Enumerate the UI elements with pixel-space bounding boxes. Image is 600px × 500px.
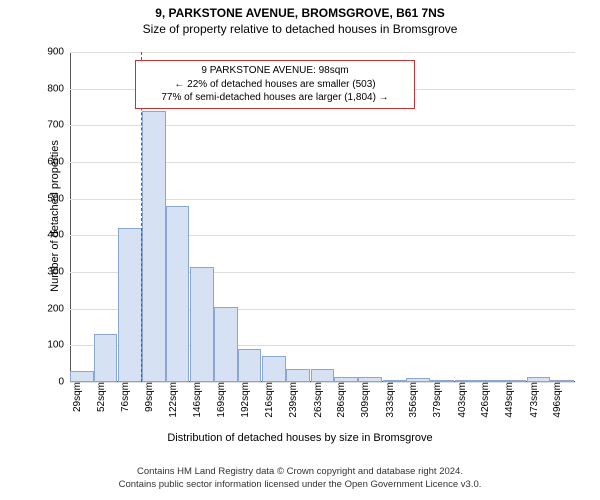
y-tick-label: 0 bbox=[58, 377, 70, 388]
x-tick-label: 449sqm bbox=[502, 382, 515, 418]
x-axis-label: Distribution of detached houses by size … bbox=[0, 432, 600, 444]
histogram-bar bbox=[94, 334, 118, 382]
histogram-bar bbox=[166, 206, 190, 382]
x-tick-label: 122sqm bbox=[166, 382, 179, 418]
histogram-bar bbox=[286, 369, 310, 382]
x-tick-label: 379sqm bbox=[430, 382, 443, 418]
histogram-bar bbox=[262, 356, 286, 382]
x-tick-label: 239sqm bbox=[286, 382, 299, 418]
page-subtitle: Size of property relative to detached ho… bbox=[0, 20, 600, 36]
annotation-line: 9 PARKSTONE AVENUE: 98sqm bbox=[139, 64, 411, 78]
x-tick-label: 192sqm bbox=[238, 382, 251, 418]
x-tick-label: 52sqm bbox=[94, 382, 107, 412]
histogram-plot: 010020030040050060070080090029sqm52sqm76… bbox=[70, 52, 575, 382]
x-tick-label: 263sqm bbox=[311, 382, 324, 418]
page-title: 9, PARKSTONE AVENUE, BROMSGROVE, B61 7NS bbox=[0, 0, 600, 20]
x-tick-label: 216sqm bbox=[262, 382, 275, 418]
attribution: Contains HM Land Registry data © Crown c… bbox=[0, 466, 600, 492]
x-tick-label: 426sqm bbox=[478, 382, 491, 418]
x-tick-label: 496sqm bbox=[550, 382, 563, 418]
x-tick-label: 169sqm bbox=[214, 382, 227, 418]
x-tick-label: 356sqm bbox=[406, 382, 419, 418]
histogram-bar bbox=[142, 111, 166, 382]
y-axis-label: Number of detached properties bbox=[49, 91, 61, 341]
annotation-line: 77% of semi-detached houses are larger (… bbox=[139, 91, 411, 105]
x-tick-label: 333sqm bbox=[383, 382, 396, 418]
histogram-bar bbox=[238, 349, 262, 382]
x-tick-label: 473sqm bbox=[527, 382, 540, 418]
histogram-bar bbox=[214, 307, 238, 382]
attribution-line-1: Contains HM Land Registry data © Crown c… bbox=[0, 466, 600, 479]
annotation-box: 9 PARKSTONE AVENUE: 98sqm← 22% of detach… bbox=[135, 60, 415, 109]
x-tick-label: 286sqm bbox=[334, 382, 347, 418]
attribution-line-2: Contains public sector information licen… bbox=[0, 479, 600, 492]
x-tick-label: 76sqm bbox=[118, 382, 131, 412]
histogram-bar bbox=[311, 369, 335, 382]
histogram-bar bbox=[118, 228, 142, 382]
y-tick-label: 900 bbox=[47, 47, 70, 58]
annotation-line: ← 22% of detached houses are smaller (50… bbox=[139, 78, 411, 92]
x-tick-label: 403sqm bbox=[455, 382, 468, 418]
y-tick-label: 100 bbox=[47, 340, 70, 351]
x-tick-label: 99sqm bbox=[142, 382, 155, 412]
x-tick-label: 29sqm bbox=[70, 382, 83, 412]
y-axis bbox=[70, 52, 71, 382]
x-tick-label: 309sqm bbox=[358, 382, 371, 418]
histogram-bar bbox=[70, 371, 94, 382]
gridline bbox=[70, 52, 575, 53]
histogram-bar bbox=[190, 267, 214, 383]
x-tick-label: 146sqm bbox=[190, 382, 203, 418]
